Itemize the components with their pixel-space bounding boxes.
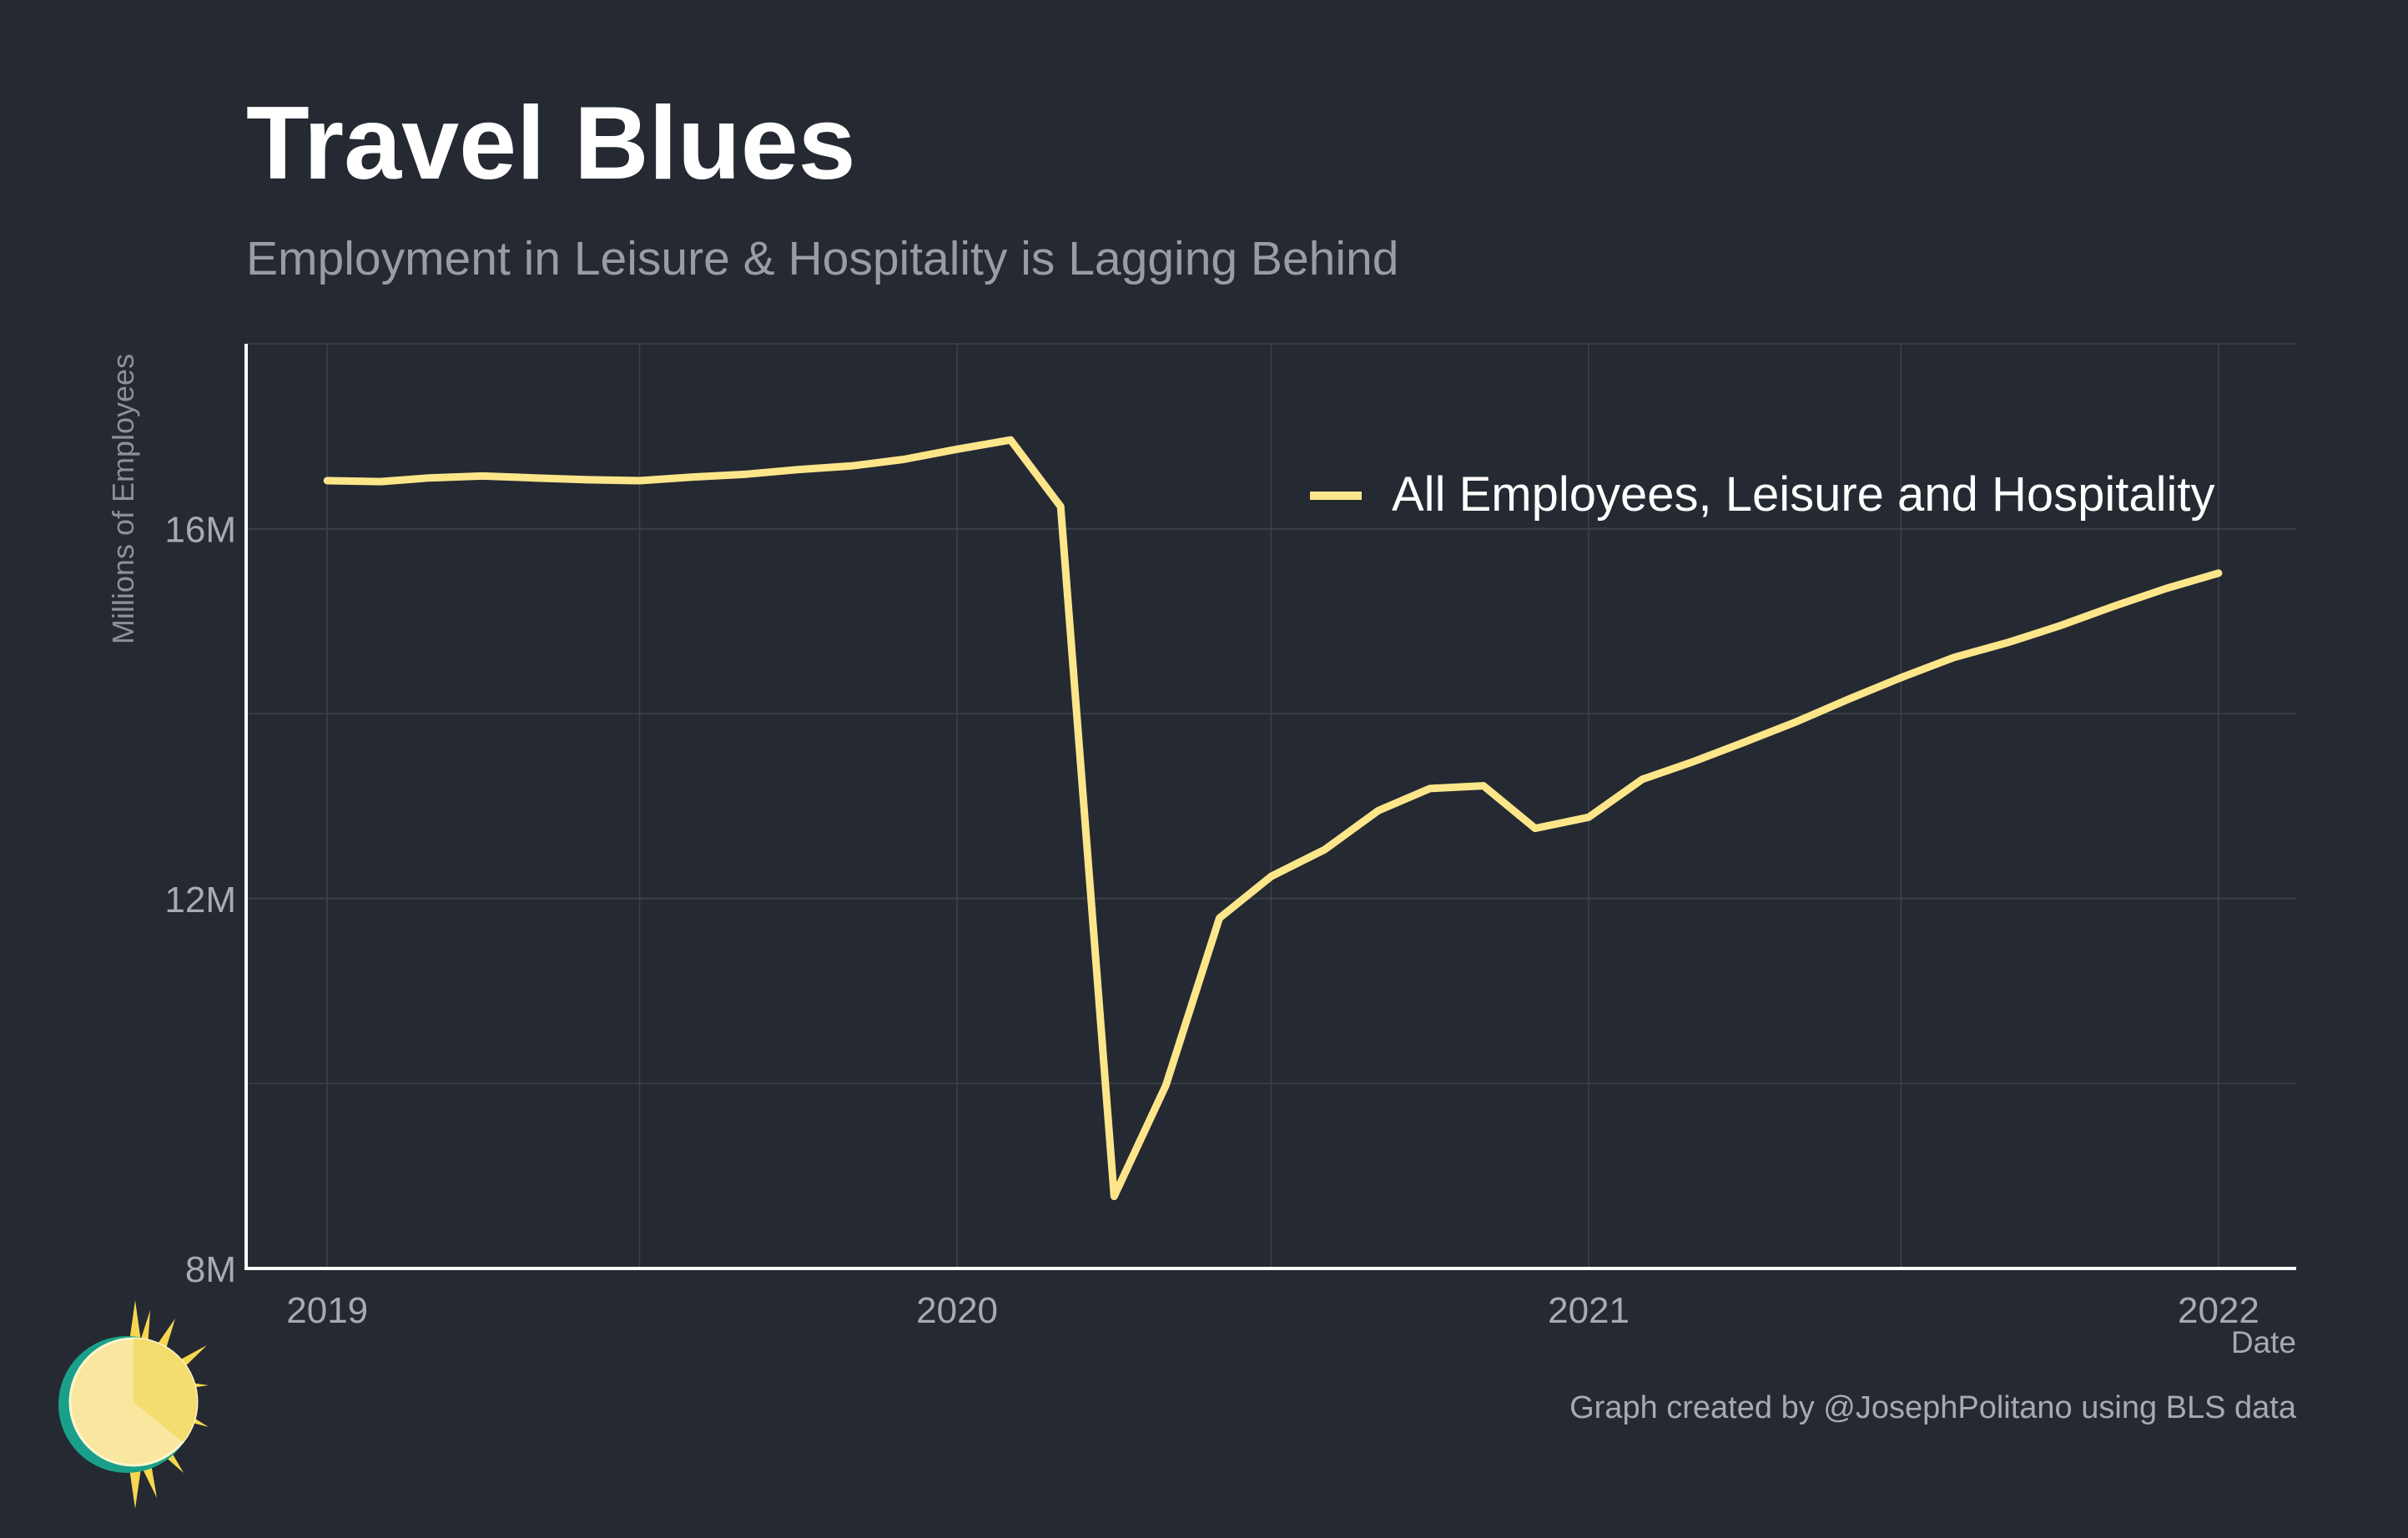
chart-title: Travel Blues <box>246 86 856 201</box>
source-caption: Graph created by @JosephPolitano using B… <box>1569 1390 2296 1425</box>
gridlines <box>246 343 2296 1268</box>
legend-label: All Employees, Leisure and Hospitality <box>1392 467 2214 522</box>
x-tick-label: 2022 <box>2178 1290 2259 1331</box>
chart-subtitle: Employment in Leisure & Hospitality is L… <box>246 232 1399 285</box>
series-line <box>323 436 2223 1201</box>
x-tick-label: 2019 <box>286 1290 368 1331</box>
y-tick-label: 8M <box>185 1249 236 1290</box>
x-axis-label: Date <box>2230 1325 2296 1359</box>
y-tick-label: 16M <box>164 510 236 551</box>
x-tick-label: 2020 <box>916 1290 998 1331</box>
axes <box>244 344 2296 1270</box>
tick-labels: 8M 12M 16M 2019 2020 2021 2022 <box>164 510 2259 1331</box>
legend: All Employees, Leisure and Hospitality <box>1310 467 2214 522</box>
sun-logo-icon <box>58 1300 209 1509</box>
x-tick-label: 2021 <box>1548 1290 1630 1331</box>
y-tick-label: 12M <box>164 880 236 920</box>
series-lines <box>323 436 2223 1201</box>
